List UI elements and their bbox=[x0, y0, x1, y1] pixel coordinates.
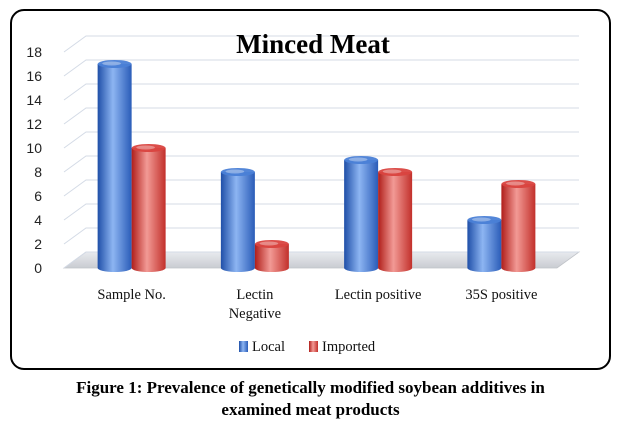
bar-highlight bbox=[102, 61, 121, 66]
gridline bbox=[63, 83, 579, 101]
y-tick-label: 10 bbox=[26, 140, 42, 156]
legend: Local Imported bbox=[239, 339, 376, 355]
x-category-label: Sample No. bbox=[97, 287, 165, 303]
gridline bbox=[63, 107, 579, 125]
bar-body bbox=[378, 172, 413, 272]
figure-caption: Figure 1: Prevalence of genetically modi… bbox=[0, 377, 621, 421]
bar-imported-2 bbox=[378, 168, 413, 272]
x-category-label: Lectin positive bbox=[335, 287, 422, 303]
chart-title: Minced Meat bbox=[236, 29, 390, 59]
y-tick-label: 14 bbox=[26, 92, 42, 108]
gridline bbox=[63, 251, 579, 269]
x-category-line: Negative bbox=[229, 306, 281, 322]
x-category-label: Lectin Negative bbox=[229, 287, 281, 322]
bar-highlight bbox=[348, 157, 368, 162]
gridline bbox=[63, 179, 579, 197]
bar-highlight bbox=[382, 169, 402, 174]
bar-top bbox=[501, 180, 536, 188]
legend-label-local: Local bbox=[252, 339, 285, 355]
bar-highlight bbox=[136, 145, 155, 150]
bar-highlight bbox=[259, 241, 279, 246]
y-tick-label: 2 bbox=[34, 236, 42, 252]
y-tick-label: 0 bbox=[34, 260, 42, 276]
y-tick-label: 12 bbox=[26, 116, 42, 132]
grid bbox=[62, 35, 581, 269]
y-tick-label: 16 bbox=[26, 68, 42, 84]
bar-local-0 bbox=[97, 60, 132, 272]
bar-body bbox=[501, 184, 536, 272]
x-category-line: 35S positive bbox=[465, 287, 537, 303]
bar-top bbox=[378, 168, 413, 176]
bar-highlight bbox=[225, 169, 245, 174]
gridline bbox=[63, 35, 579, 53]
x-category-line: Sample No. bbox=[97, 287, 165, 303]
bar-body bbox=[97, 64, 132, 272]
y-tick-label: 18 bbox=[26, 44, 42, 60]
bar-top bbox=[344, 156, 379, 164]
bar-local-3 bbox=[467, 216, 502, 272]
bar-body bbox=[254, 244, 289, 272]
gridline bbox=[63, 203, 579, 221]
y-axis: 0 2 4 6 8 10 12 14 16 18 bbox=[26, 44, 42, 276]
bar-top bbox=[131, 144, 166, 152]
bar-imported-0 bbox=[131, 144, 166, 272]
bar-top bbox=[220, 168, 255, 176]
y-tick-label: 4 bbox=[34, 212, 42, 228]
x-category-line: Lectin bbox=[236, 287, 274, 303]
bar-imported-1 bbox=[254, 240, 289, 272]
bar-top bbox=[467, 216, 502, 224]
chart: 0 2 4 6 8 10 12 14 16 18 Sample No. Lectin Negative… bbox=[26, 29, 581, 355]
x-category-label: 35S positive bbox=[465, 287, 537, 303]
bar-highlight bbox=[472, 217, 491, 222]
x-axis: Sample No. Lectin Negative Lectin positive 3… bbox=[97, 287, 537, 322]
bar-local-1 bbox=[220, 168, 255, 272]
chart-frame: 0 2 4 6 8 10 12 14 16 18 Sample No. Lectin Negative… bbox=[10, 9, 611, 370]
bars bbox=[97, 60, 536, 272]
gridline bbox=[63, 155, 579, 173]
y-tick-label: 6 bbox=[34, 188, 42, 204]
bar-local-2 bbox=[344, 156, 379, 272]
caption-line-2: examined meat products bbox=[221, 400, 400, 419]
legend-label-imported: Imported bbox=[322, 339, 376, 355]
bar-imported-3 bbox=[501, 180, 536, 272]
gridline bbox=[63, 227, 579, 245]
gridline bbox=[63, 59, 579, 77]
y-tick-label: 8 bbox=[34, 164, 42, 180]
bar-highlight bbox=[506, 181, 525, 186]
x-category-line: Lectin positive bbox=[335, 287, 422, 303]
legend-swatch-imported bbox=[309, 341, 318, 352]
bar-body bbox=[344, 160, 379, 272]
bar-top bbox=[254, 240, 289, 248]
gridline bbox=[63, 131, 579, 149]
bar-top bbox=[97, 60, 132, 68]
legend-swatch-local bbox=[239, 341, 248, 352]
caption-line-1: Figure 1: Prevalence of genetically modi… bbox=[76, 378, 545, 397]
bar-body bbox=[467, 220, 502, 272]
bar-body bbox=[131, 148, 166, 272]
bar-body bbox=[220, 172, 255, 272]
